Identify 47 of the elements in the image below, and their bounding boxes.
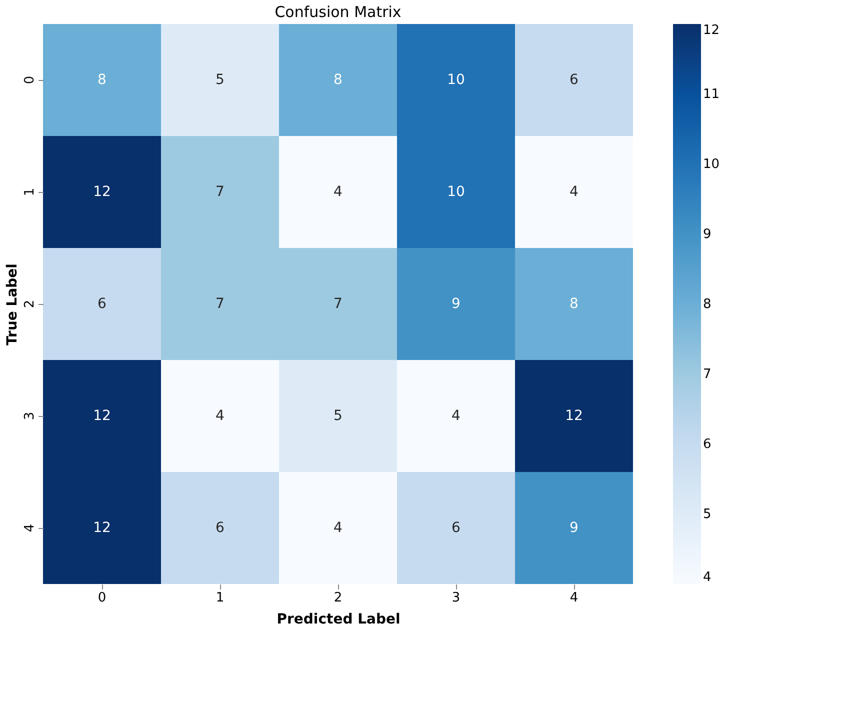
data-label: 6 <box>452 520 461 536</box>
color-bar-label: 10 <box>703 157 720 172</box>
color-bar-label: 8 <box>703 297 712 312</box>
data-label: 8 <box>334 72 342 88</box>
color-bar-label: 11 <box>703 87 720 102</box>
data-label: 10 <box>447 72 465 88</box>
data-label: 4 <box>334 520 343 536</box>
data-label: 7 <box>216 296 224 312</box>
data-label: 9 <box>452 296 460 312</box>
data-label: 4 <box>570 184 579 200</box>
color-bar-label: 7 <box>703 367 712 382</box>
x-tick-label: 4 <box>570 590 578 606</box>
data-label: 5 <box>216 72 224 88</box>
data-label: 12 <box>565 408 583 424</box>
data-label: 4 <box>216 408 225 424</box>
x-tick-label: 3 <box>452 590 460 606</box>
x-tick-label: 2 <box>334 590 342 606</box>
data-label: 8 <box>570 296 578 312</box>
y-tick-label: 3 <box>22 412 38 420</box>
data-label: 6 <box>570 72 579 88</box>
y-tick-label: 1 <box>22 188 38 196</box>
data-label: 6 <box>98 296 107 312</box>
data-label: 12 <box>93 520 111 536</box>
y-axis-title: True Label <box>4 264 20 346</box>
x-axis-title: Predicted Label <box>276 612 400 628</box>
y-tick-label: 4 <box>22 524 38 532</box>
data-label: 12 <box>93 184 111 200</box>
y-tick-label: 0 <box>22 76 38 84</box>
data-label: 4 <box>334 184 343 200</box>
data-label: 6 <box>216 520 225 536</box>
data-label: 8 <box>98 72 106 88</box>
data-label: 12 <box>93 408 111 424</box>
color-bar-label: 12 <box>703 23 720 38</box>
x-tick-label: 1 <box>216 590 224 606</box>
data-label: 9 <box>570 520 578 536</box>
y-tick-label: 2 <box>22 300 38 308</box>
color-bar-label: 5 <box>703 507 712 522</box>
chart-title: Confusion Matrix <box>274 3 402 21</box>
color-bar-label: 6 <box>703 437 712 452</box>
data-label: 10 <box>447 184 465 200</box>
data-label: 5 <box>334 408 342 424</box>
data-label: 7 <box>216 184 224 200</box>
x-tick-label: 0 <box>98 590 106 606</box>
color-bar-label: 9 <box>703 227 712 242</box>
data-label: 7 <box>334 296 342 312</box>
data-label: 4 <box>452 408 461 424</box>
color-bar-label: 4 <box>703 570 712 585</box>
